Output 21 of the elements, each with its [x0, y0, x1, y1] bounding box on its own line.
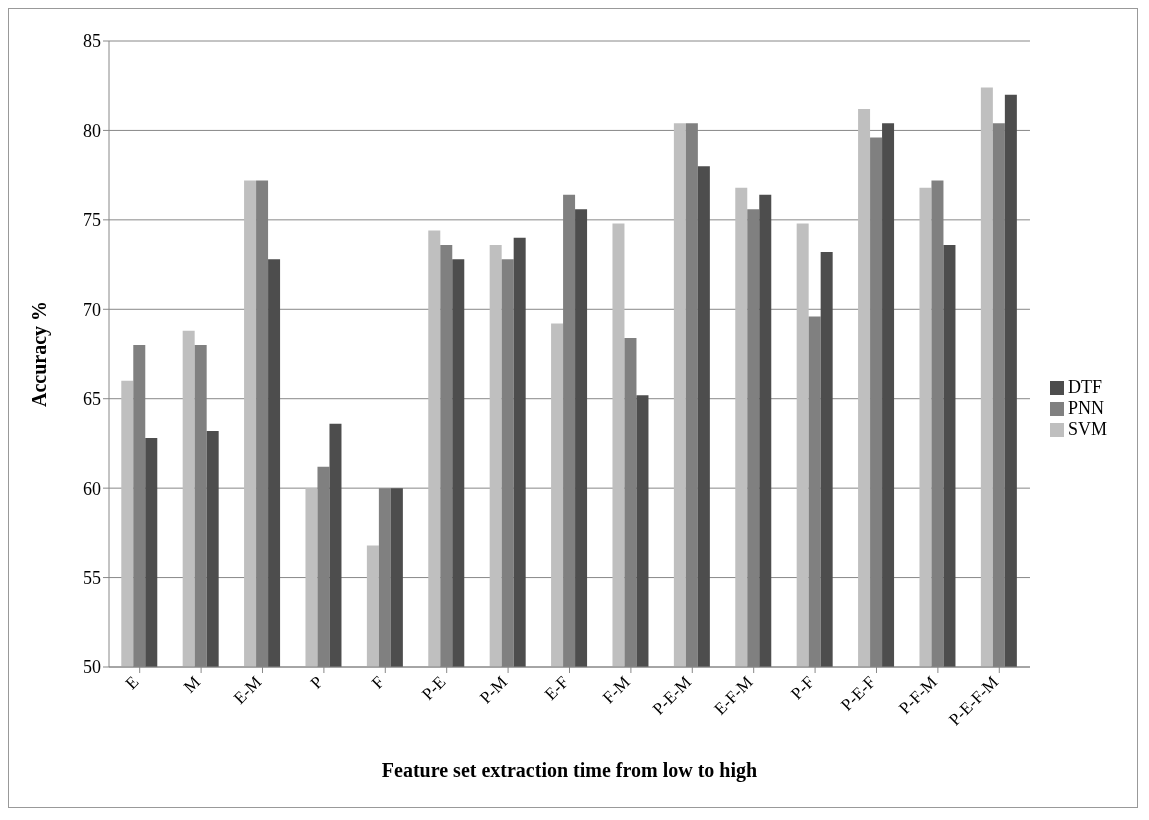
legend-label: PNN	[1067, 397, 1104, 418]
x-tick-label: E-F	[540, 672, 573, 704]
y-axis-title: Accuracy %	[28, 300, 52, 408]
x-tick-label: P-F	[787, 672, 818, 704]
legend-label: DTF	[1067, 376, 1102, 397]
x-tick-label: E	[121, 672, 143, 694]
x-tick-label: F	[367, 672, 389, 693]
y-tick-label: 85	[83, 31, 101, 52]
y-tick-label: 65	[83, 389, 101, 410]
y-tick-label: 75	[83, 210, 101, 231]
y-tick-label: 70	[83, 299, 101, 320]
x-tick-label: P-E	[418, 672, 450, 704]
x-tick-label: P-M	[476, 672, 511, 708]
y-tick-label: 80	[83, 120, 101, 141]
legend-label: SVM	[1067, 418, 1107, 439]
y-tick-label: 60	[83, 478, 101, 499]
y-tick-label: 50	[83, 657, 101, 678]
x-axis-title: Feature set extraction time from low to high	[381, 759, 758, 782]
x-tick-label: P	[306, 672, 327, 693]
y-tick-label: 55	[83, 567, 101, 588]
x-tick-label: M	[179, 672, 204, 697]
